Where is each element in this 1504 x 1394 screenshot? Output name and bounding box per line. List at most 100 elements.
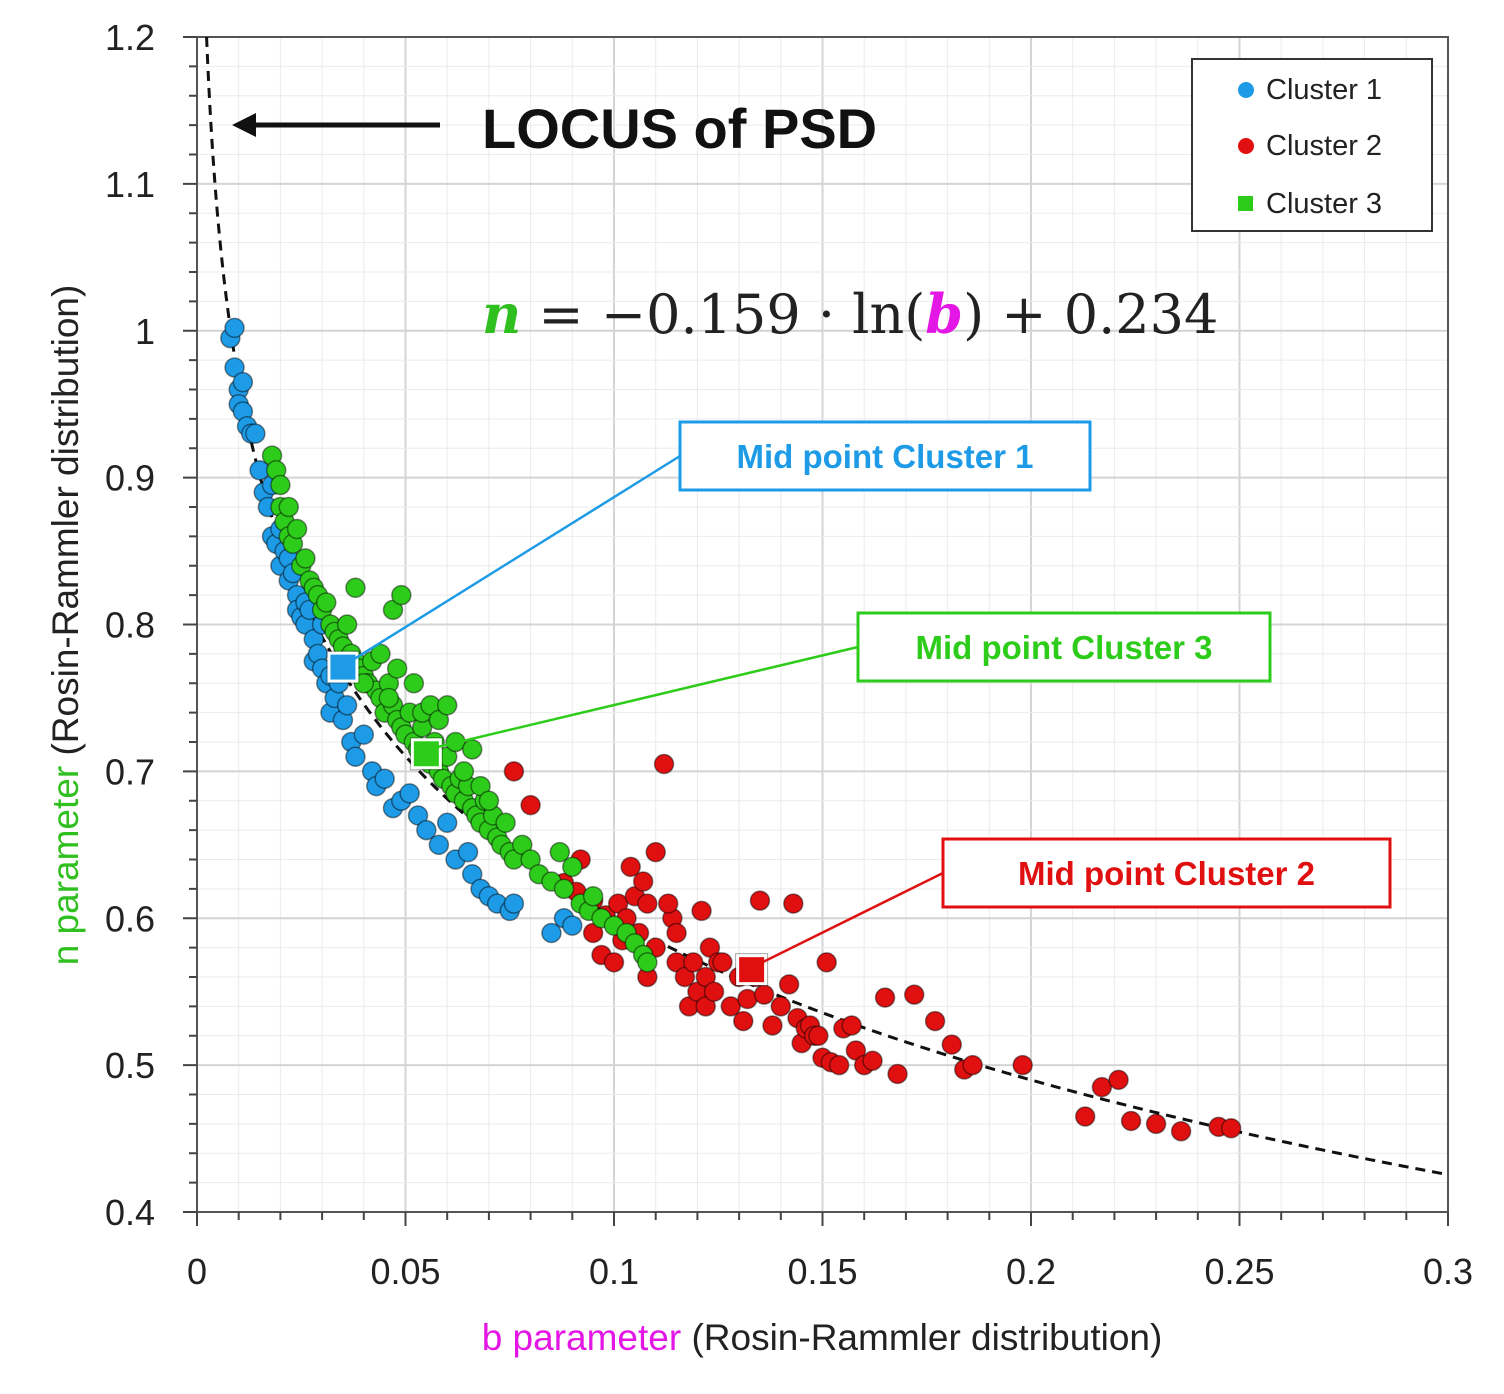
callout-label-cluster-1: Mid point Cluster 1 [737, 438, 1034, 475]
cluster-1-point [461, 863, 483, 885]
y-axis-label: n parameter (Rosin-Rammler distribution) [45, 285, 86, 966]
cluster-2-point [691, 900, 712, 922]
mid-point-marker-outline-cluster-2 [735, 953, 769, 987]
mid-point-marker-cluster-1 [327, 651, 359, 683]
cluster-3-point [295, 548, 316, 569]
cluster-2-point [712, 952, 733, 973]
cluster-3-point [637, 952, 658, 973]
cluster-3-point [478, 790, 500, 811]
cluster-2-point [695, 966, 716, 988]
cluster-2-point [520, 794, 541, 816]
cluster-1-point [436, 812, 458, 834]
cluster-3-point [382, 599, 404, 621]
cluster-3-point [461, 739, 483, 760]
y-axis-label-rest: (Rosin-Rammler distribution) [45, 285, 86, 766]
cluster-1-point [336, 695, 358, 716]
y-tick-label: 0.6 [105, 898, 155, 939]
x-tick-label: 0.1 [589, 1251, 639, 1292]
mid-point-marker-outline-cluster-3 [409, 737, 443, 771]
cluster-2-point [653, 753, 675, 775]
cluster-2-point [874, 987, 896, 1008]
callout-leader-cluster-3 [434, 645, 859, 749]
x-tick-label: 0.25 [1204, 1251, 1274, 1292]
cluster-1-point [399, 783, 420, 804]
cluster-3-point [391, 584, 412, 606]
cluster-3-point [286, 518, 308, 540]
callouts: Mid point Cluster 1 Mid point Cluster 3 Mi… [350, 420, 1392, 965]
legend: Cluster 1 Cluster 2 Cluster 3 [1191, 58, 1433, 232]
callout-label-cluster-3: Mid point Cluster 3 [916, 629, 1213, 666]
cluster-3-point [453, 761, 475, 782]
cluster-3-point [345, 577, 366, 599]
equation-lhs: n [482, 282, 521, 346]
cluster-3-point [470, 775, 491, 797]
y-tick-label: 0.9 [105, 458, 155, 499]
cluster-3-point [512, 834, 533, 856]
cluster-3-point [270, 474, 291, 496]
locus-curve [205, 36, 1449, 1177]
cluster-1-point [416, 819, 437, 841]
cluster-2-point [703, 981, 725, 1002]
cluster-2-point [808, 1025, 829, 1046]
callout-box-cluster-2 [941, 837, 1392, 909]
mid-point-markers [326, 650, 769, 987]
cluster-1-point [457, 841, 479, 863]
mid-point-marker-outline-cluster-1 [326, 650, 360, 684]
cluster-2-point [1220, 1118, 1242, 1139]
data-points [220, 317, 1242, 1142]
cluster-2-point [737, 988, 758, 1010]
cluster-2-point [941, 1034, 963, 1055]
cluster-2-point [862, 1050, 883, 1071]
mid-point-marker-cluster-3 [410, 738, 442, 770]
cluster-2-point [783, 893, 804, 914]
legend-label-cluster-1: Cluster 1 [1266, 74, 1382, 106]
cluster-3-point [278, 496, 299, 518]
cluster-3-point [378, 687, 400, 709]
cluster-1-point [245, 423, 266, 444]
x-tick-label: 0.2 [1006, 1251, 1056, 1292]
cluster-1-point [374, 768, 395, 789]
cluster-1-point [232, 371, 254, 393]
cluster-3-point [316, 592, 337, 613]
equation-mid: = −0.159 · ln( [521, 283, 925, 346]
cluster-2-point [632, 871, 654, 892]
cluster-1-point [407, 805, 429, 826]
cluster-2-point [770, 996, 792, 1017]
cluster-2-point [620, 856, 641, 878]
cluster-3-point [403, 673, 425, 694]
cluster-2-point [637, 893, 658, 914]
cluster-2-point [749, 890, 771, 911]
cluster-3-point [353, 673, 375, 694]
cluster-2-point [753, 984, 775, 1005]
cluster-2-point [841, 1015, 862, 1036]
x-axis-label-rest: (Rosin-Rammler distribution) [681, 1317, 1162, 1358]
cluster-2-point [503, 761, 525, 782]
cluster-2-point [828, 1054, 850, 1076]
callout-leader-cluster-2 [759, 871, 944, 965]
cluster-3-point [436, 695, 458, 716]
y-tick-label: 0.5 [105, 1045, 155, 1086]
cluster-1-point [428, 834, 450, 856]
cluster-2-point [1091, 1076, 1113, 1098]
cluster-2-point [1012, 1054, 1033, 1076]
cluster-2-point [962, 1054, 983, 1076]
y-tick-label: 1.1 [105, 164, 155, 205]
x-axis-label-colored: b parameter [482, 1317, 682, 1358]
cluster-2-point [1108, 1069, 1129, 1091]
x-tick-label: 0.3 [1423, 1251, 1473, 1292]
cluster-2-point [845, 1040, 867, 1061]
x-tick-label: 0 [187, 1251, 207, 1292]
cluster-1-point [345, 746, 366, 767]
cluster-1-point [224, 357, 245, 378]
cluster-2-point [720, 996, 742, 1017]
callout-label-cluster-2: Mid point Cluster 2 [1018, 855, 1315, 892]
cluster-3-point [553, 878, 575, 900]
legend-box [1191, 58, 1433, 232]
cluster-1-point [353, 724, 375, 745]
cluster-2-point [603, 952, 625, 973]
y-tick-label: 1 [135, 311, 155, 352]
x-tick-label: 0.15 [787, 1251, 857, 1292]
cluster-2-point [699, 937, 721, 958]
cluster-2-point [733, 1010, 754, 1032]
